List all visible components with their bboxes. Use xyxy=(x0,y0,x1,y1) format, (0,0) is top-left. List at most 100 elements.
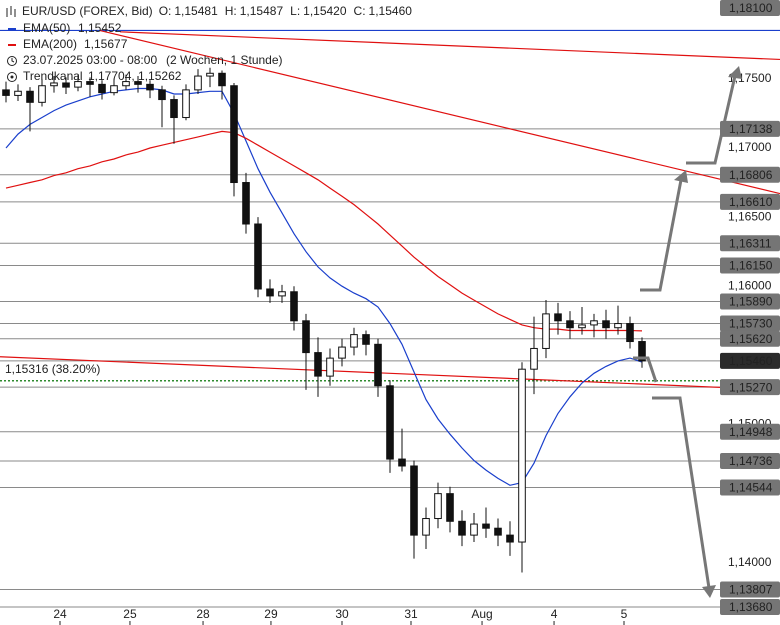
arrow xyxy=(633,356,658,383)
level-label: 1,16610 xyxy=(729,195,773,209)
legend-label: EMA(50) xyxy=(23,21,70,35)
period: 23.07.2025 03:00 - 08:00 xyxy=(23,53,157,67)
level-label: 1,15460 xyxy=(729,354,773,368)
arrow xyxy=(652,396,711,589)
arrow xyxy=(686,75,737,165)
candle-body xyxy=(542,313,550,349)
level-label: 1,16806 xyxy=(729,168,773,182)
candle-body xyxy=(26,90,34,103)
candle-body xyxy=(626,323,634,343)
candle-body xyxy=(98,83,106,94)
legend-value: 1,17704, 1,15262 xyxy=(88,69,182,83)
candle-body xyxy=(506,534,514,543)
arrow-head xyxy=(702,585,716,598)
candle-body xyxy=(170,99,178,119)
level-label-box xyxy=(720,193,780,210)
candle-body xyxy=(422,518,430,536)
ohlc-name: H: xyxy=(225,4,237,18)
ohlc-name: L: xyxy=(290,4,300,18)
level-label-box xyxy=(720,166,780,183)
candle-body xyxy=(602,320,610,329)
candle-body xyxy=(326,357,334,377)
trend-line xyxy=(0,356,780,391)
fib-label: 1,15316 (38.20%) xyxy=(5,362,100,376)
candle-body xyxy=(134,81,142,85)
x-tick-label: 24 xyxy=(53,607,67,621)
level-label-box xyxy=(720,479,780,496)
ohlc-value: 1,15487 xyxy=(240,4,284,18)
candle-body xyxy=(458,520,466,536)
x-tick-label: 30 xyxy=(335,607,349,621)
x-tick-label: 28 xyxy=(196,607,210,621)
candle-body xyxy=(110,85,118,94)
trend-line xyxy=(119,31,780,61)
ema-line xyxy=(5,130,643,332)
level-label: 1,16150 xyxy=(729,259,773,273)
candle-body xyxy=(74,81,82,88)
background-layer: 1,180001,175001,170001,165001,160001,150… xyxy=(0,2,780,608)
arrow-head xyxy=(674,170,688,183)
ohlc-value: 1,15460 xyxy=(369,4,413,18)
level-label: 1,16311 xyxy=(729,236,772,250)
level-label-box xyxy=(720,581,780,598)
candle-body xyxy=(242,182,250,225)
candle-body xyxy=(578,324,586,329)
candle-body xyxy=(86,81,94,85)
candle-body xyxy=(638,341,646,362)
level-label: 1,15730 xyxy=(729,317,773,331)
candle-body xyxy=(290,291,298,322)
legend-value: 1,15452 xyxy=(78,21,122,35)
candle-body xyxy=(206,72,214,77)
clock-icon xyxy=(7,56,17,66)
level-label: 1,17138 xyxy=(729,122,773,136)
candle-body xyxy=(62,82,70,88)
candle-body xyxy=(434,493,442,520)
level-label: 1,15270 xyxy=(729,380,773,394)
arrow xyxy=(640,179,683,292)
candle-body xyxy=(614,323,622,329)
y-tick-label: 1,17000 xyxy=(728,140,772,154)
period-note: (2 Wochen, 1 Stunde) xyxy=(166,53,283,67)
arrow-head xyxy=(728,66,742,79)
candle-body xyxy=(14,90,22,96)
candle-body xyxy=(122,81,130,87)
candle-body xyxy=(50,82,58,87)
x-tick-label: 4 xyxy=(551,607,558,621)
y-tick-label: 1,16000 xyxy=(728,278,772,292)
level-label: 1,14736 xyxy=(729,454,773,468)
level-label-box xyxy=(720,599,780,616)
x-tick-label: 5 xyxy=(621,607,628,621)
candle-body xyxy=(230,85,238,184)
level-label: 1,13807 xyxy=(729,583,773,597)
level-label-box xyxy=(720,423,780,440)
candle-body xyxy=(554,313,562,322)
candle-body xyxy=(386,385,394,460)
trend-line xyxy=(99,29,780,195)
candle-body xyxy=(374,343,382,387)
level-label: 1,18100 xyxy=(729,1,773,15)
level-label-box xyxy=(720,257,780,274)
marks-layer xyxy=(0,29,780,573)
chart-icon xyxy=(6,6,16,17)
candle-body xyxy=(38,85,46,103)
x-tick-label: 29 xyxy=(264,607,278,621)
ohlc-value: 1,15481 xyxy=(174,4,218,18)
ohlc-name: O: xyxy=(159,4,172,18)
labels-layer: 1,15316 (38.20%) 1,18100 1,17138 1,16806 1,1… xyxy=(5,0,780,625)
level-label-box xyxy=(720,379,780,396)
candle-body xyxy=(182,89,190,119)
level-label-box xyxy=(720,330,780,347)
ohlc-header: O: 1,15481 H: 1,15487 L: 1,15420 C: 1,15460 xyxy=(159,4,413,18)
level-label-box xyxy=(720,453,780,470)
scenario-arrows xyxy=(633,66,742,598)
x-tick-label: 25 xyxy=(123,607,137,621)
candle-body xyxy=(314,352,322,377)
candle-body xyxy=(470,523,478,536)
x-tick-label: 31 xyxy=(404,607,418,621)
candle-body xyxy=(482,523,490,529)
candle-body xyxy=(278,291,286,297)
candle-body xyxy=(410,465,418,536)
candle-body xyxy=(350,334,358,348)
legend-label: EMA(200) xyxy=(23,37,77,51)
